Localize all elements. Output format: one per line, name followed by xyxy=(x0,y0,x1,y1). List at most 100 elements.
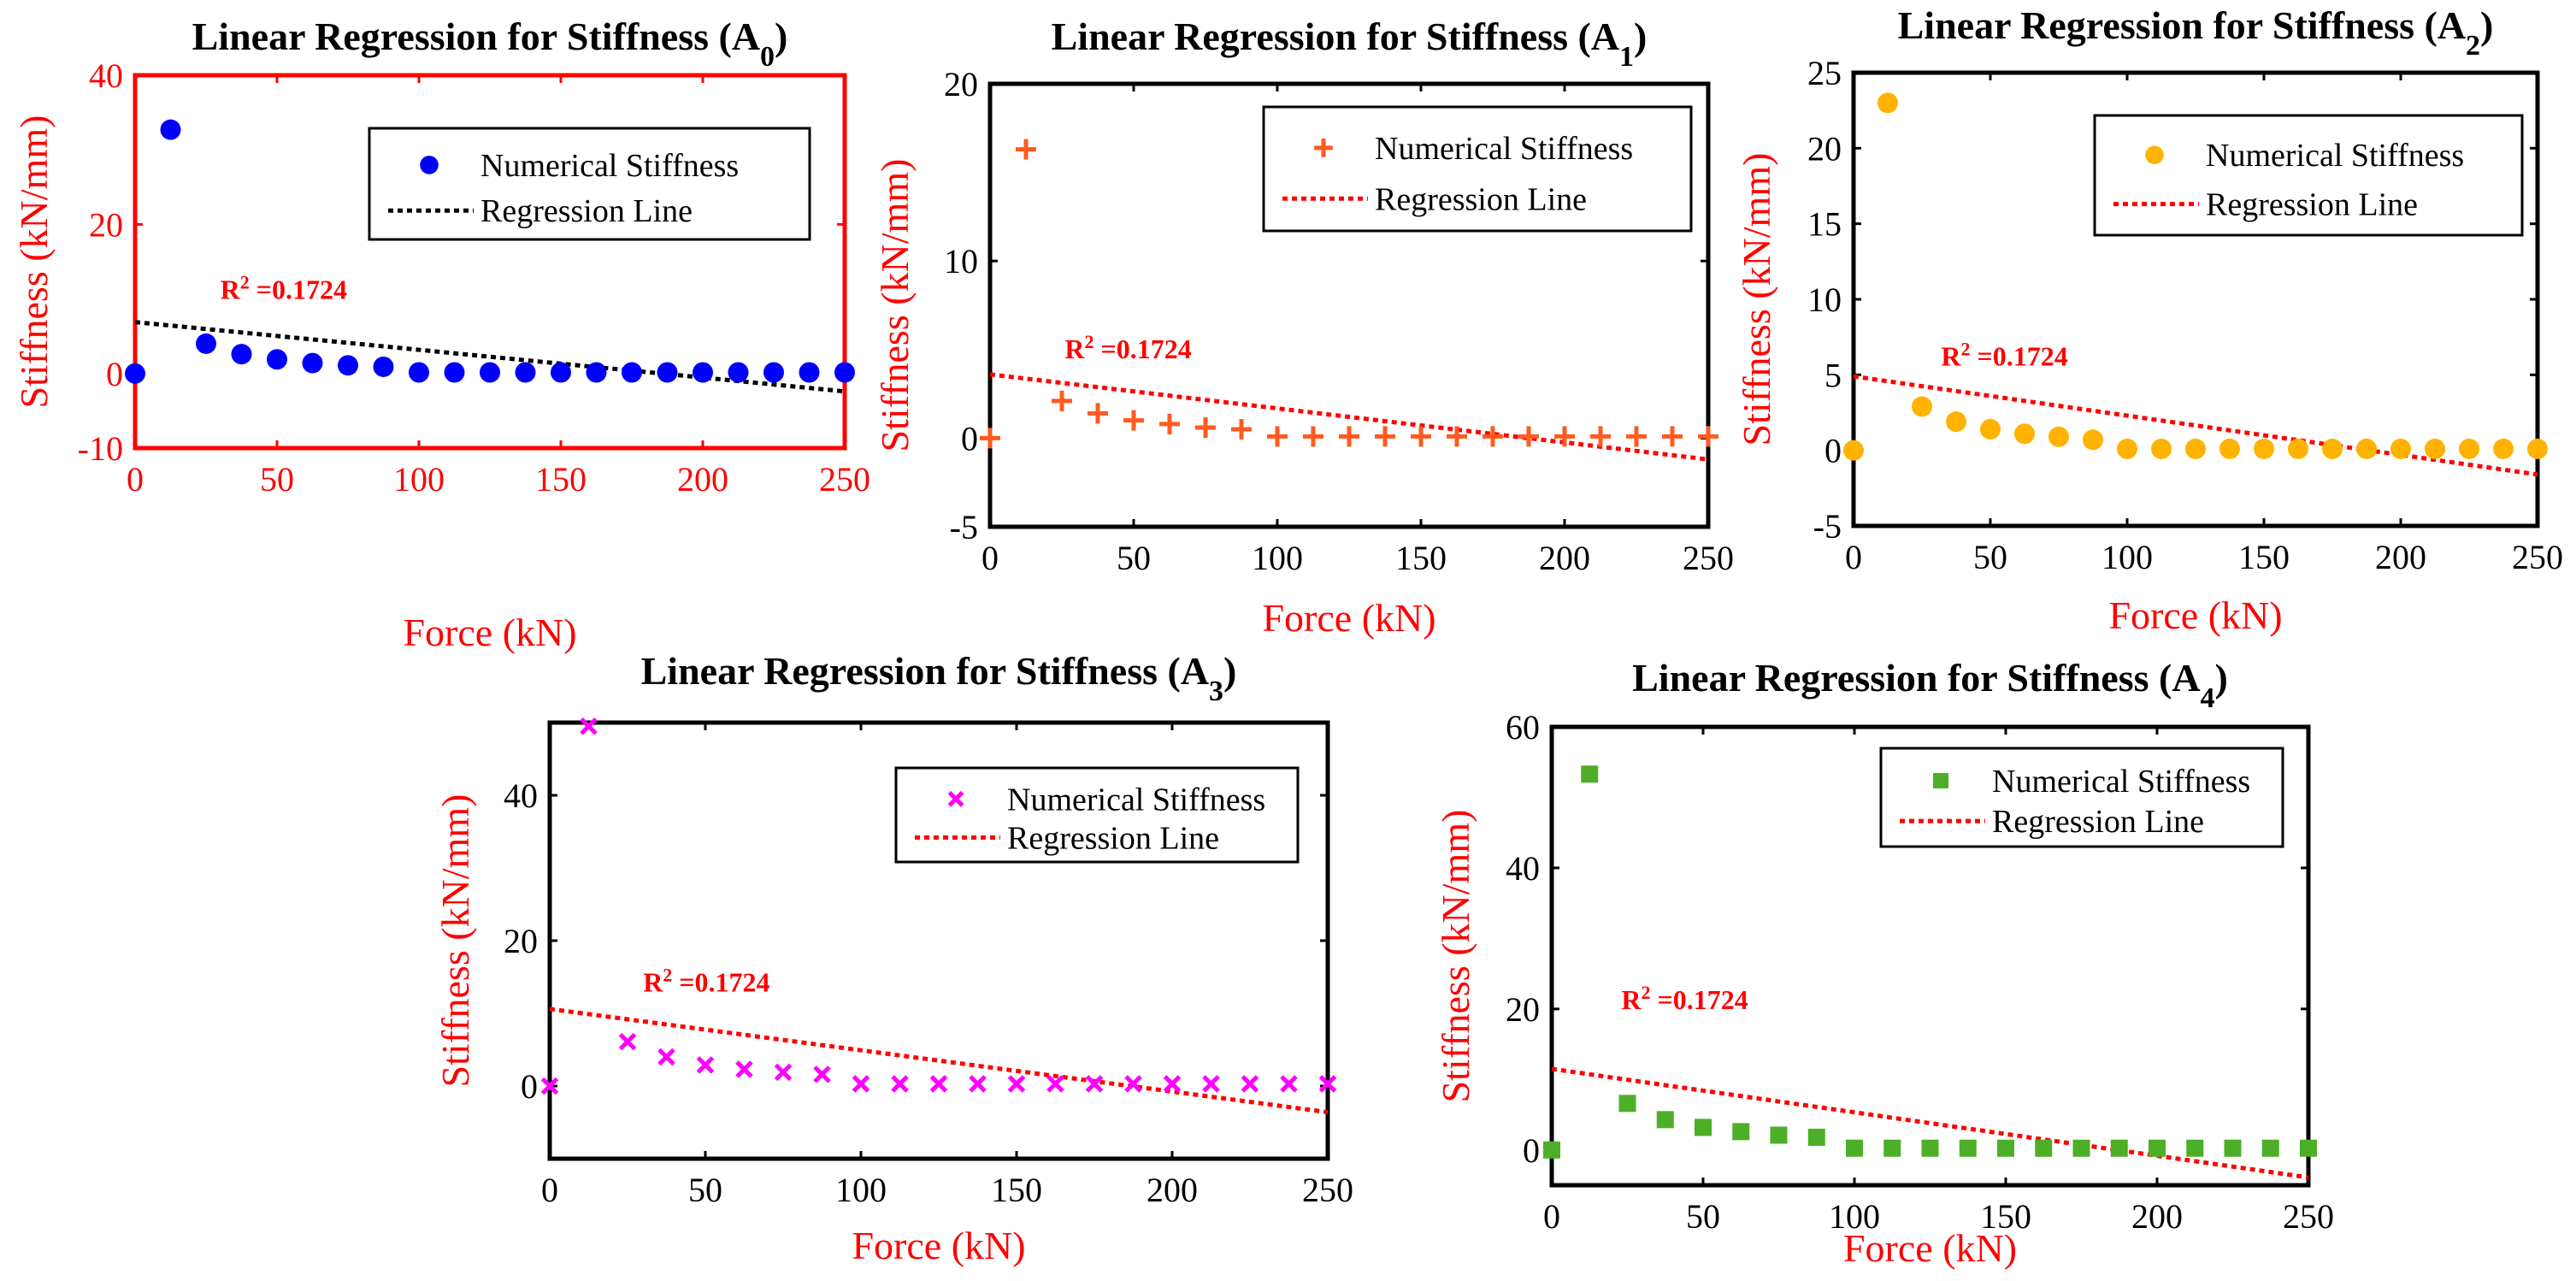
chart-title: Linear Regression for Stiffness (A4) xyxy=(1632,656,2228,714)
chart-title: Linear Regression for Stiffness (A0) xyxy=(192,15,788,73)
y-tick-label: -5 xyxy=(950,508,978,546)
y-tick-label: 40 xyxy=(504,776,538,815)
x-tick-label: 200 xyxy=(677,460,728,499)
data-point xyxy=(2185,438,2206,459)
y-tick-label: 25 xyxy=(1807,54,1842,92)
x-tick-label: 0 xyxy=(541,1171,558,1209)
data-point xyxy=(2083,429,2103,451)
legend-label-points: Numerical Stiffness xyxy=(1007,782,1265,818)
y-axis-label: Stiffness (kN/mm) xyxy=(1735,153,1778,446)
data-point xyxy=(1085,1075,1104,1093)
x-tick-label: 250 xyxy=(2283,1197,2334,1236)
data-point xyxy=(891,1075,909,1093)
y-tick-label: 5 xyxy=(1824,356,1842,394)
x-tick-label: 250 xyxy=(1302,1171,1353,1209)
y-tick-label: 20 xyxy=(1506,990,1540,1029)
legend-label-line: Regression Line xyxy=(480,193,693,229)
data-point xyxy=(2219,438,2240,459)
chart-a3: Linear Regression for Stiffness (A3) 0 50 1… xyxy=(433,649,1353,1267)
x-axis-label: Force (kN) xyxy=(1262,596,1435,640)
data-point xyxy=(2425,438,2445,459)
legend-box xyxy=(1262,105,1693,233)
data-point xyxy=(231,344,252,365)
data-point xyxy=(1695,1119,1712,1136)
data-point xyxy=(1590,426,1611,447)
data-point xyxy=(696,1056,715,1074)
y-tick-label: 10 xyxy=(1807,280,1842,319)
data-point xyxy=(735,1060,753,1078)
x-tick-label: 150 xyxy=(1980,1197,2031,1236)
chart-title: Linear Regression for Stiffness (A1) xyxy=(1052,15,1648,73)
y-tick-label: 0 xyxy=(1523,1131,1540,1170)
data-point xyxy=(728,362,749,383)
r-squared-symbol: R xyxy=(1621,984,1642,1015)
data-point xyxy=(160,119,181,140)
data-point xyxy=(1846,1139,1863,1157)
regression-line xyxy=(989,372,1709,462)
x-tick-label: 100 xyxy=(1252,539,1303,577)
data-point xyxy=(2224,1139,2242,1157)
r-squared-superscript: 2 xyxy=(663,964,672,985)
data-point xyxy=(1202,1075,1220,1093)
data-point xyxy=(1483,426,1503,447)
data-point xyxy=(302,352,323,374)
data-point xyxy=(1656,1111,1674,1129)
r-squared-annotation: R2 =0.1724 xyxy=(221,271,347,305)
data-point xyxy=(852,1075,870,1093)
data-point xyxy=(444,362,465,383)
data-point xyxy=(1123,410,1144,431)
chart-title-main: Linear Regression for Stiffness (A xyxy=(1898,3,2466,47)
data-point xyxy=(618,1032,637,1051)
x-tick-label: 100 xyxy=(2101,538,2153,576)
data-point xyxy=(1518,426,1539,447)
data-point xyxy=(2186,1139,2204,1157)
data-point xyxy=(540,1077,559,1095)
data-point xyxy=(409,362,429,383)
y-tick-label: 20 xyxy=(504,922,538,960)
data-point xyxy=(1618,1095,1636,1113)
y-axis-label: Stiffness (kN/mm) xyxy=(433,794,477,1088)
x-tick-label: 200 xyxy=(2375,538,2426,576)
legend-label-points: Numerical Stiffness xyxy=(2206,138,2464,174)
data-point xyxy=(657,362,678,383)
data-point xyxy=(1877,92,1898,114)
data-point xyxy=(693,362,713,383)
x-tick-label: 100 xyxy=(393,460,445,499)
regression-line xyxy=(1853,374,2538,477)
data-point xyxy=(1626,426,1647,447)
data-point xyxy=(2261,1139,2279,1157)
data-point xyxy=(1088,403,1108,424)
chart-title-main: Linear Regression for Stiffness (A xyxy=(1632,656,2200,700)
data-point xyxy=(1016,139,1036,160)
data-point xyxy=(1447,426,1467,447)
x-tick-label: 0 xyxy=(1543,1197,1560,1236)
r-squared-value: =0.1724 xyxy=(1651,984,1748,1015)
x-tick-label: 50 xyxy=(1686,1197,1720,1236)
r-squared-superscript: 2 xyxy=(1961,338,1971,359)
chart-title-subscript: 1 xyxy=(1619,41,1634,73)
chart-title-main: Linear Regression for Stiffness (A xyxy=(192,15,760,58)
y-tick-label: 0 xyxy=(1824,432,1842,470)
r-squared-superscript: 2 xyxy=(1084,331,1093,352)
data-point xyxy=(1912,396,1932,417)
x-tick-label: 250 xyxy=(2512,538,2563,576)
r-squared-value: =0.1724 xyxy=(1093,334,1191,364)
r-squared-symbol: R xyxy=(643,967,663,998)
r-squared-value: =0.1724 xyxy=(1971,341,2068,372)
data-point xyxy=(1375,426,1395,447)
y-tick-label: 20 xyxy=(1807,129,1842,168)
data-point xyxy=(1163,1075,1182,1093)
data-point xyxy=(2254,438,2274,459)
chart-title-subscript: 4 xyxy=(2201,682,2215,714)
data-point xyxy=(1698,426,1718,447)
y-tick-label: 0 xyxy=(961,419,978,458)
x-tick-label: 200 xyxy=(2131,1197,2183,1236)
data-point xyxy=(1052,390,1072,411)
data-point xyxy=(1159,413,1180,434)
chart-title: Linear Regression for Stiffness (A2) xyxy=(1898,3,2494,62)
data-point xyxy=(969,1075,987,1093)
data-point xyxy=(2527,438,2548,459)
y-axis-label: Stiffness (kN/mm) xyxy=(12,115,56,409)
